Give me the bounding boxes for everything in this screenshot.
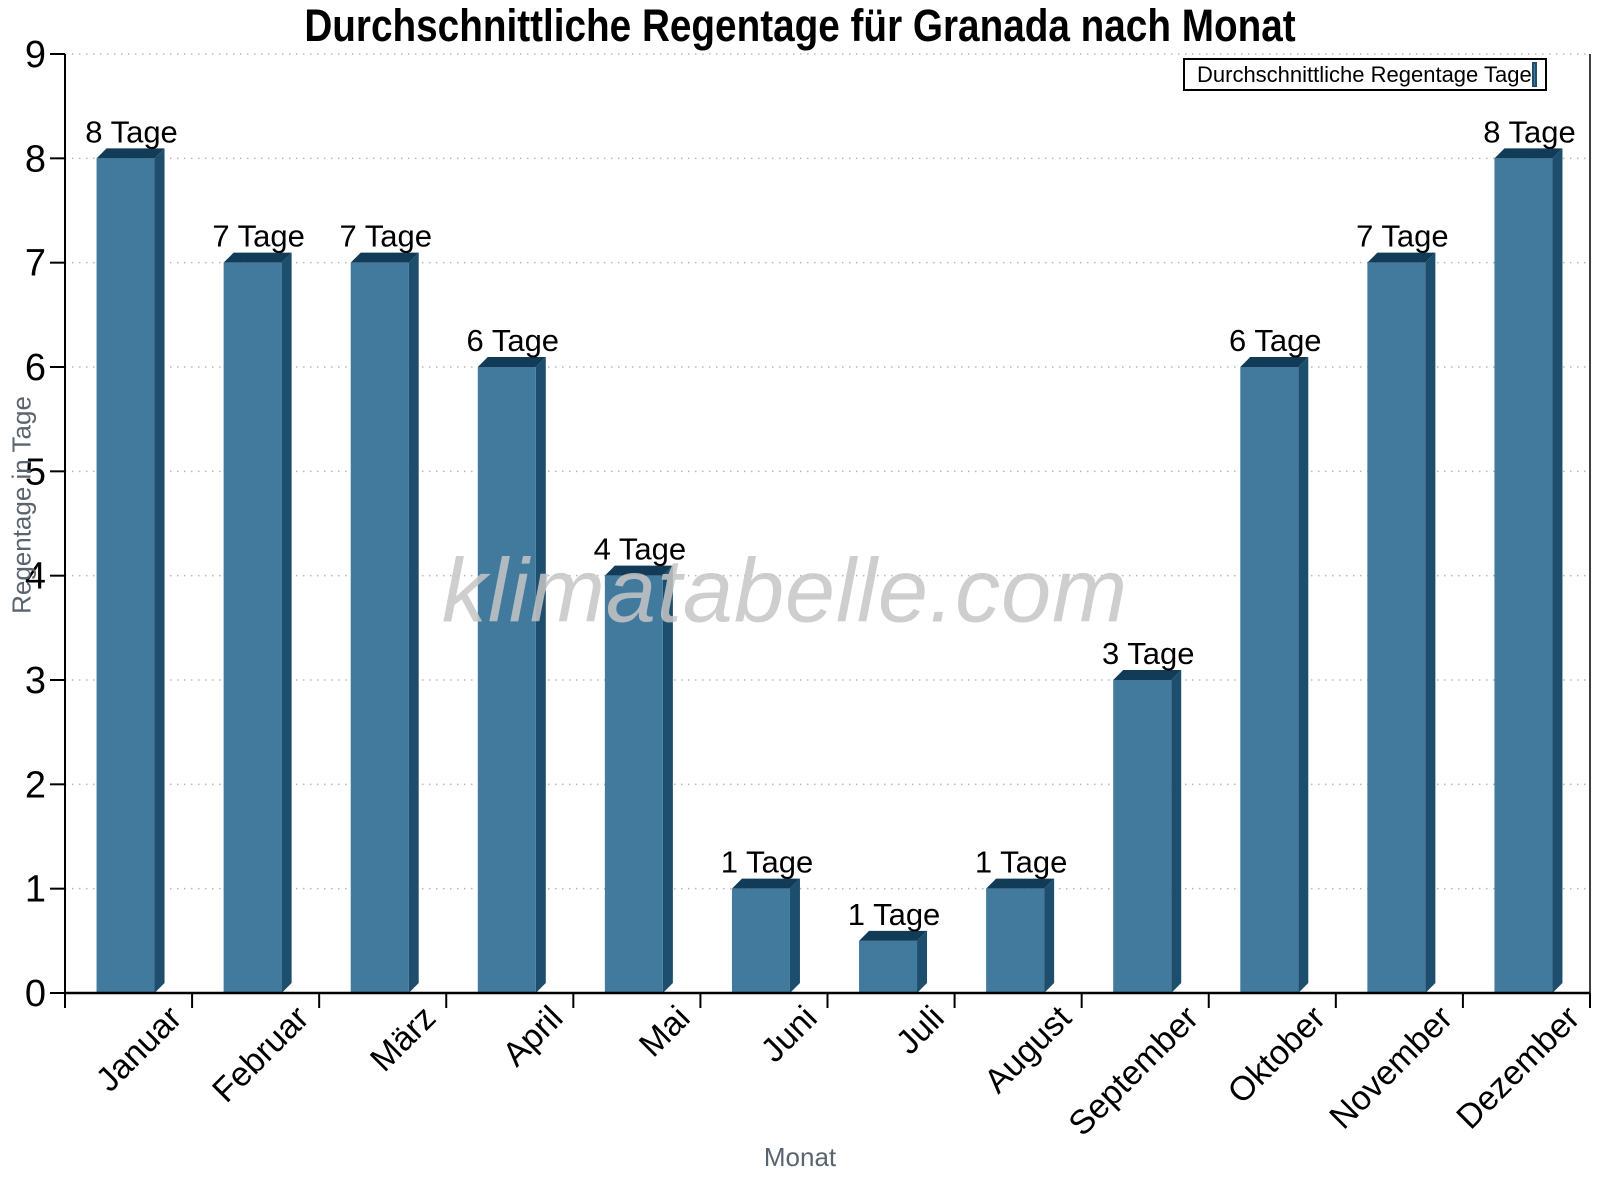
- y-tick-label: 0: [25, 973, 46, 1015]
- y-tick-label: 4: [25, 556, 46, 598]
- x-tick-label: Dezember: [1449, 999, 1587, 1137]
- x-tick-label: Mai: [632, 999, 698, 1065]
- bar: [986, 888, 1045, 993]
- y-tick-label: 6: [25, 347, 46, 389]
- bar-side-face: [408, 252, 419, 993]
- legend-swatch-icon: [1531, 62, 1537, 87]
- bar: [223, 262, 282, 994]
- x-tick-label: September: [1061, 999, 1205, 1143]
- y-tick-label: 1: [25, 869, 46, 911]
- bar-side-face: [281, 252, 292, 993]
- bar-value-label: 8 Tage: [1483, 114, 1576, 149]
- bar-side-face: [1044, 878, 1055, 993]
- bar: [1113, 680, 1172, 993]
- bar-top-face: [223, 252, 292, 263]
- x-tick-label: April: [495, 999, 570, 1074]
- x-tick-label: November: [1322, 999, 1460, 1137]
- bar-top-face: [1240, 357, 1309, 367]
- bar-value-label: 7 Tage: [339, 219, 432, 254]
- bar: [604, 575, 663, 993]
- bar: [731, 888, 790, 993]
- bar-top-face: [1367, 252, 1436, 263]
- bar-top-face: [604, 565, 673, 576]
- x-tick-label: Oktober: [1221, 999, 1333, 1111]
- bar-side-face: [154, 148, 165, 994]
- y-tick-label: 3: [25, 660, 46, 702]
- x-tick-label: Februar: [205, 999, 316, 1110]
- bar-value-label: 6 Tage: [467, 323, 560, 358]
- x-tick-label: Juli: [889, 999, 952, 1062]
- bar-top-face: [731, 878, 800, 889]
- y-tick-label: 9: [25, 34, 46, 76]
- y-tick-label: 7: [25, 243, 46, 285]
- bar-value-label: 1 Tage: [848, 897, 941, 932]
- bar-side-face: [535, 357, 546, 993]
- y-axis-title: Regentage in Tage: [6, 396, 37, 614]
- bar-value-label: 1 Tage: [721, 845, 814, 880]
- x-tick-label: Juni: [754, 999, 825, 1070]
- bar: [859, 940, 918, 993]
- bar: [1367, 262, 1426, 994]
- bar-value-label: 7 Tage: [1356, 219, 1449, 254]
- bar-top-face: [986, 878, 1055, 889]
- bar-side-face: [1552, 148, 1563, 994]
- legend: Durchschnittliche Regentage Tage: [1183, 58, 1547, 91]
- y-tick-label: 8: [25, 138, 46, 180]
- bar-value-label: 4 Tage: [594, 532, 687, 567]
- x-tick-label: März: [363, 999, 443, 1079]
- bar-top-face: [477, 357, 546, 367]
- bar: [1494, 158, 1553, 994]
- bar-value-label: 3 Tage: [1102, 636, 1195, 671]
- bar-value-label: 6 Tage: [1229, 323, 1322, 358]
- bar-side-face: [662, 565, 673, 993]
- bar-side-face: [1171, 670, 1182, 993]
- bar-top-face: [96, 148, 165, 159]
- bar-value-label: 1 Tage: [975, 845, 1068, 880]
- bar: [1240, 367, 1299, 993]
- bar-top-face: [1113, 670, 1182, 680]
- watermark: klimatabelle.com: [441, 541, 1129, 642]
- x-tick-label: August: [977, 998, 1079, 1100]
- bar-side-face: [917, 930, 928, 993]
- chart-title: Durchschnittliche Regentage für Granada …: [304, 0, 1296, 51]
- legend-label: Durchschnittliche Regentage Tage: [1197, 61, 1532, 87]
- x-tick-label: Januar: [89, 999, 189, 1099]
- bar: [477, 367, 536, 993]
- bar: [350, 262, 409, 994]
- bar-side-face: [1298, 357, 1309, 993]
- bar-side-face: [1425, 252, 1436, 993]
- x-axis-title: Monat: [763, 1142, 837, 1172]
- bar-value-label: 7 Tage: [212, 219, 305, 254]
- bar-value-label: 8 Tage: [85, 114, 178, 149]
- bar: [96, 158, 155, 994]
- bar-top-face: [350, 252, 419, 263]
- bar-top-face: [1494, 148, 1563, 159]
- y-tick-label: 5: [25, 451, 46, 493]
- y-tick-label: 2: [25, 764, 46, 806]
- bar-top-face: [859, 930, 928, 941]
- bar-side-face: [789, 878, 800, 993]
